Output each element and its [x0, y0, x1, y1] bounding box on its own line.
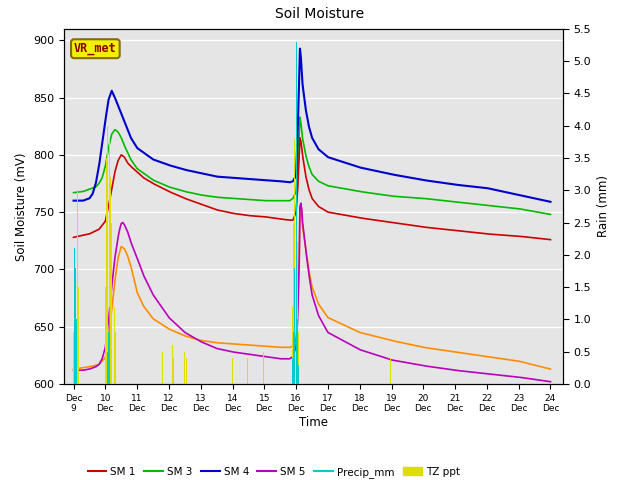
Bar — [298, 332, 299, 384]
Bar — [108, 332, 109, 384]
Bar — [106, 158, 107, 384]
Bar — [107, 352, 108, 384]
Bar — [390, 358, 391, 384]
Bar — [173, 358, 174, 384]
Bar — [294, 139, 295, 384]
Bar — [294, 268, 295, 384]
Bar — [358, 358, 360, 384]
Bar — [73, 332, 74, 384]
Bar — [76, 242, 77, 384]
Text: Soil Moisture: Soil Moisture — [275, 7, 365, 21]
Bar — [115, 332, 116, 384]
Bar — [78, 287, 79, 384]
Bar — [110, 177, 111, 384]
Legend: SM 1, SM 2, SM 3, SM 4, SM 5, Precip_mm, TZ ppt: SM 1, SM 2, SM 3, SM 4, SM 5, Precip_mm,… — [83, 462, 464, 480]
Bar — [172, 345, 173, 384]
Bar — [232, 358, 233, 384]
X-axis label: Time: Time — [299, 416, 328, 429]
Bar — [111, 223, 112, 384]
Bar — [76, 319, 77, 384]
Bar — [263, 352, 264, 384]
Bar — [297, 242, 298, 384]
Text: VR_met: VR_met — [74, 42, 116, 55]
Bar — [74, 248, 75, 384]
Bar — [75, 268, 76, 384]
Y-axis label: Rain (mm): Rain (mm) — [597, 175, 610, 238]
Bar — [74, 307, 76, 384]
Bar — [374, 352, 376, 384]
Bar — [186, 358, 187, 384]
Y-axis label: Soil Moisture (mV): Soil Moisture (mV) — [15, 152, 28, 261]
Bar — [109, 307, 110, 384]
Bar — [230, 352, 231, 384]
Bar — [114, 307, 115, 384]
Bar — [264, 358, 266, 384]
Bar — [105, 287, 106, 384]
Bar — [162, 352, 163, 384]
Bar — [184, 352, 185, 384]
Bar — [293, 332, 294, 384]
Bar — [293, 223, 294, 384]
Bar — [297, 319, 298, 384]
Bar — [249, 365, 250, 384]
Bar — [298, 365, 299, 384]
